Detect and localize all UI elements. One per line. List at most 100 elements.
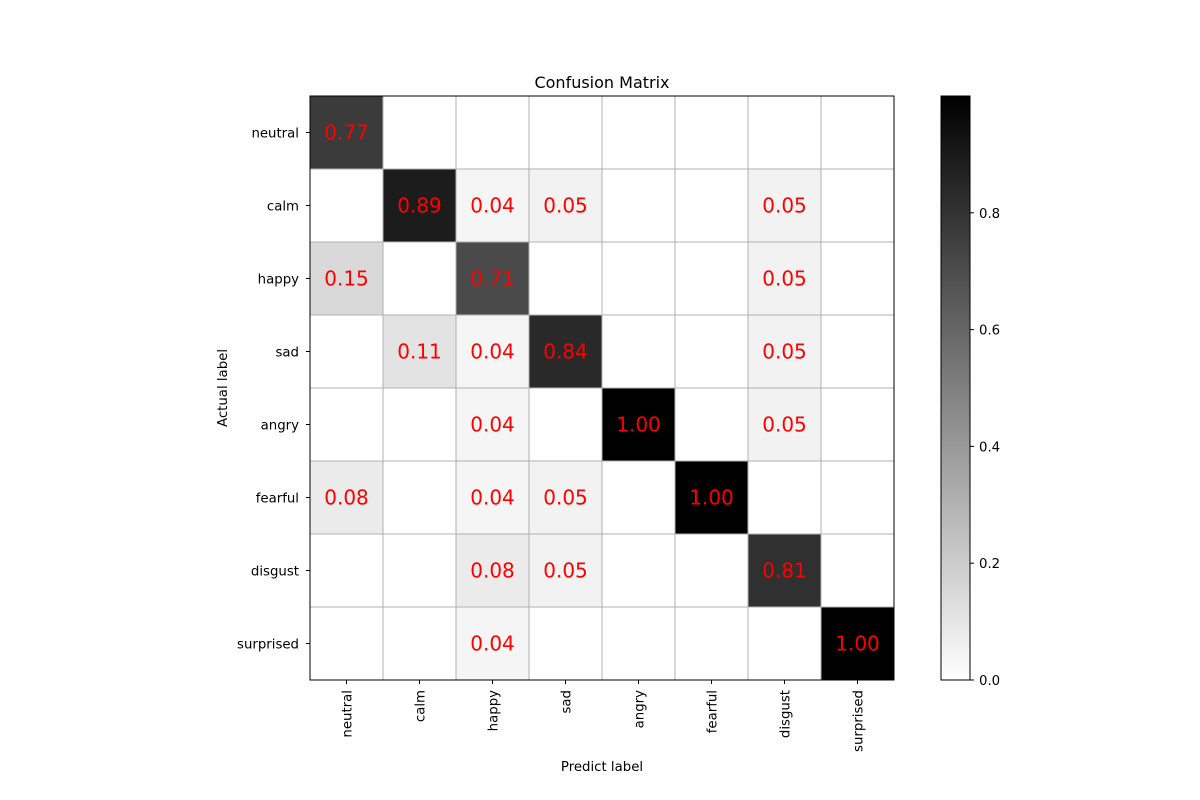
plot-frame: [309, 95, 895, 681]
heatmap-cell: [456, 607, 529, 680]
colorbar-tick-label: 0.2: [979, 557, 1000, 572]
heatmap-cell: [675, 242, 748, 315]
cell-value-label: 0.89: [397, 194, 442, 218]
colorbar: 0.0 0.2 0.4 0.6 0.8: [940, 95, 1000, 689]
x-axis-label: Predict label: [561, 760, 643, 775]
cell-value-labels: 0.77 0.89 0.04 0.05 0.05 0.15 0.71 0.05 0.11 0.04…: [324, 121, 880, 656]
heatmap-cell: [675, 96, 748, 169]
x-tick-label: happy: [487, 690, 502, 731]
heatmap-cell: [383, 169, 456, 242]
heatmap-cell: [383, 534, 456, 607]
heatmap-cell: [383, 96, 456, 169]
heatmap-cell: [310, 607, 383, 680]
heatmap-cell: [383, 315, 456, 388]
heatmap-cell: [602, 607, 675, 680]
heatmap-cell: [675, 169, 748, 242]
cell-value-label: 0.05: [543, 486, 588, 510]
cell-value-label: 0.15: [324, 267, 369, 291]
cell-value-label: 0.04: [470, 486, 515, 510]
heatmap-cell: [602, 242, 675, 315]
colorbar-tick-label: 0.8: [979, 207, 1000, 222]
heatmap-cell: [310, 242, 383, 315]
heatmap-cell: [456, 461, 529, 534]
heatmap-cell: [821, 169, 894, 242]
heatmap-cell: [748, 388, 821, 461]
y-tick-label: sad: [275, 346, 299, 361]
y-tick-label: neutral: [251, 127, 299, 142]
heatmap-cell: [456, 169, 529, 242]
cell-value-label: 1.00: [616, 413, 661, 437]
heatmap-cell: [748, 534, 821, 607]
cell-value-label: 0.05: [762, 194, 807, 218]
heatmap-cell: [529, 169, 602, 242]
heatmap-cell: [383, 607, 456, 680]
heatmap-cell: [675, 461, 748, 534]
heatmap-cell: [675, 388, 748, 461]
heatmap-grid: [310, 96, 894, 680]
cell-value-label: 1.00: [835, 632, 880, 656]
cell-value-label: 0.84: [543, 340, 588, 364]
cell-value-label: 0.04: [470, 632, 515, 656]
heatmap-cell: [748, 315, 821, 388]
y-tick-label: calm: [267, 200, 299, 215]
y-axis-ticks: neutral calm happy sad angry fearful disgust su…: [237, 127, 310, 653]
heatmap-cell: [383, 388, 456, 461]
colorbar-ticks: 0.0 0.2 0.4 0.6 0.8: [970, 207, 1000, 689]
heatmap-cell: [310, 169, 383, 242]
heatmap-cell: [748, 169, 821, 242]
heatmap-cell: [310, 388, 383, 461]
y-tick-label: disgust: [251, 565, 299, 580]
cell-value-label: 0.71: [470, 267, 515, 291]
x-tick-label: fearful: [706, 690, 721, 733]
heatmap-cell: [821, 388, 894, 461]
y-tick-label: surprised: [237, 638, 299, 653]
x-tick-label: neutral: [341, 690, 356, 738]
x-tick-label: sad: [560, 690, 575, 714]
heatmap-cell: [310, 315, 383, 388]
heatmap-cell: [310, 461, 383, 534]
colorbar-gradient: [940, 95, 971, 681]
heatmap-cells: [310, 96, 894, 680]
heatmap-cell: [383, 461, 456, 534]
heatmap-cell: [529, 242, 602, 315]
x-tick-label: disgust: [779, 690, 794, 738]
heatmap-cell: [821, 461, 894, 534]
heatmap-cell: [310, 96, 383, 169]
heatmap-cell: [602, 169, 675, 242]
heatmap-cell: [529, 461, 602, 534]
x-axis-ticks: neutral calm happy sad angry fearful disgust su…: [341, 680, 867, 752]
heatmap-cell: [675, 607, 748, 680]
heatmap-cell: [456, 315, 529, 388]
colorbar-tick-label: 0.4: [979, 440, 1000, 455]
heatmap-cell: [310, 534, 383, 607]
heatmap-cell: [383, 242, 456, 315]
heatmap-cell: [748, 242, 821, 315]
heatmap-cell: [602, 534, 675, 607]
cell-value-label: 0.05: [762, 413, 807, 437]
chart-title: Confusion Matrix: [534, 73, 669, 92]
cell-value-label: 0.04: [470, 194, 515, 218]
cell-value-label: 0.08: [324, 486, 369, 510]
y-tick-label: angry: [261, 419, 299, 434]
heatmap-cell: [821, 315, 894, 388]
heatmap-cell: [821, 242, 894, 315]
heatmap-cell: [675, 534, 748, 607]
cell-value-label: 0.05: [543, 559, 588, 583]
heatmap-cell: [602, 315, 675, 388]
heatmap-cell: [456, 388, 529, 461]
x-tick-label: angry: [633, 690, 648, 728]
heatmap-cell: [748, 96, 821, 169]
heatmap-cell: [748, 607, 821, 680]
heatmap-cell: [529, 534, 602, 607]
cell-value-label: 0.04: [470, 413, 515, 437]
heatmap-cell: [602, 388, 675, 461]
heatmap-cell: [602, 96, 675, 169]
cell-value-label: 0.05: [762, 267, 807, 291]
colorbar-tick-label: 0.6: [979, 324, 1000, 339]
heatmap-cell: [675, 315, 748, 388]
heatmap-cell: [529, 607, 602, 680]
heatmap-cell: [821, 96, 894, 169]
cell-value-label: 0.05: [543, 194, 588, 218]
cell-value-label: 1.00: [689, 486, 734, 510]
